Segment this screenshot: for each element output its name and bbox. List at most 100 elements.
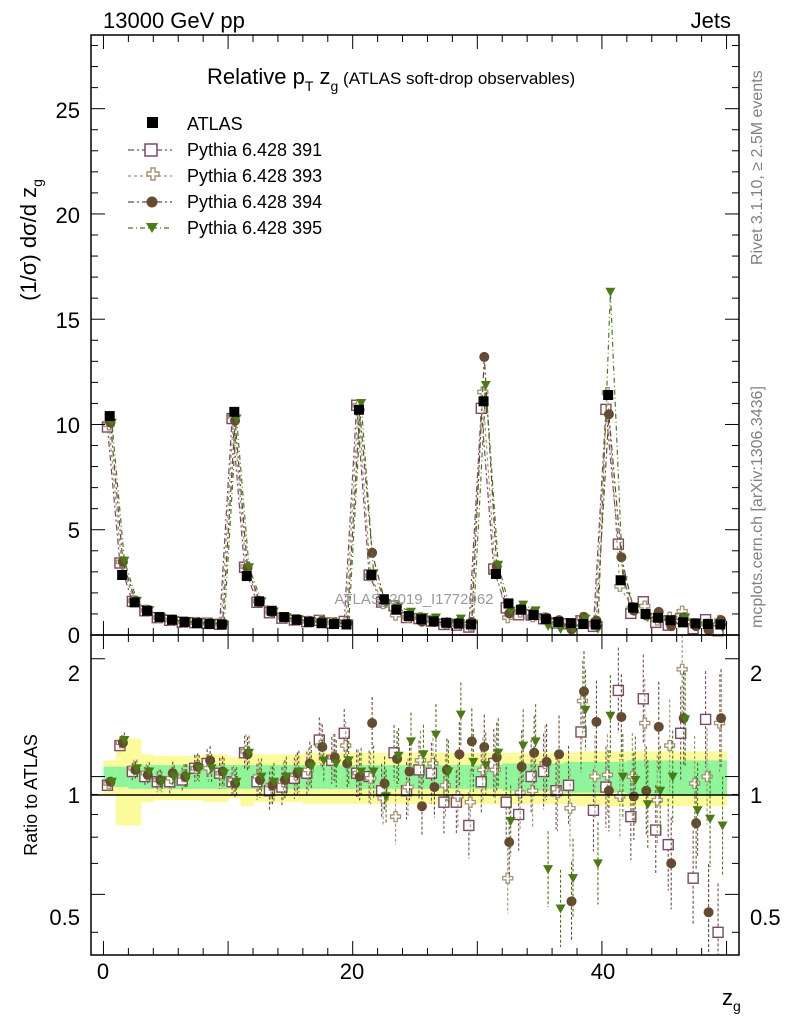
ratio-point-p394 [504,837,515,848]
main-point-p394 [603,409,614,420]
band-inner-bin [502,763,516,791]
ratio-point-p391 [475,776,487,788]
ratio-point-p395 [518,741,529,751]
atlas-point [154,612,165,623]
ratio-point-p391 [662,838,674,851]
ratio-point-p391 [699,713,712,726]
atlas-point [528,610,539,620]
ratio-point-p394 [529,747,540,758]
atlas-point [453,618,464,629]
ratio-point-p394 [653,721,664,732]
atlas-point [515,604,526,615]
ratio-point-p395 [430,730,441,740]
ratio-point-p395 [231,777,242,787]
ratio-point-p391 [587,804,600,816]
main-point-p391 [612,538,625,550]
y-tick-label: 10 [56,413,80,438]
x-axis-label: zg [722,985,741,1014]
ratio-point-p393 [564,802,576,814]
ratio-point-p393 [414,754,427,767]
main-point-p394 [616,552,627,563]
ratio-point-p391 [562,779,575,791]
ratio-point-p395 [156,777,167,787]
rivet-version-text: Rivet 3.1.10, ≥ 2.5M events [749,70,766,265]
mcplots-text: mcplots.cern.ch [arXiv:1306.3436] [749,386,766,628]
atlas-point [353,404,364,415]
ratio-point-p395 [505,816,516,826]
ratio-point-p393 [489,764,501,776]
band-inner-bin [714,760,728,795]
ratio-y-axis-label: Ratio to ATLAS [21,734,41,856]
ratio-point-p395 [468,757,479,767]
atlas-point [466,619,477,630]
ratio-tick-label-right: 1 [750,783,762,808]
ratio-point-p395 [169,772,180,782]
ratio-point-p395 [580,705,591,715]
band-inner-bin [115,766,129,788]
ratio-point-p394 [454,749,465,760]
atlas-point [341,619,352,630]
ratio-point-p395 [256,772,267,782]
atlas-point [266,605,277,616]
ratio-point-p391 [338,727,350,739]
atlas-point [316,618,327,629]
ratio-point-p395 [642,800,653,810]
atlas-point [590,619,601,630]
band-inner-bin [240,765,254,789]
main-point-p395 [505,606,516,616]
legend-marker-395 [146,223,158,233]
ratio-point-p395 [219,769,230,779]
band-inner-bin [452,765,466,789]
ratio-point-p395 [406,737,417,747]
main-point-p395 [605,287,616,297]
ratio-point-p395 [555,904,566,914]
ratio-point-p393 [439,779,452,791]
ratio-point-p394 [429,782,440,793]
ratio-point-p393 [601,769,614,781]
ratio-point-p393 [676,663,688,675]
atlas-point [241,571,252,582]
ratio-point-p395 [418,750,429,760]
atlas-point [191,618,202,629]
atlas-point [603,390,614,400]
atlas-point [702,619,713,630]
atlas-point [553,616,564,627]
ratio-point-p395 [331,759,342,769]
atlas-point [279,612,290,623]
ratio-point-p395 [206,764,217,774]
band-inner-bin [651,760,665,795]
atlas-point [229,406,240,417]
ratio-point-p393 [402,781,414,793]
atlas-point [715,619,726,630]
y-tick-label: 25 [56,98,80,123]
ratio-point-p395 [368,767,379,777]
ratio-point-p394 [591,716,602,727]
ratio-point-p395 [443,767,454,777]
ratio-point-p393 [364,772,377,784]
ratio-point-p394 [566,896,577,907]
ratio-point-p394 [367,718,378,729]
ratio-tick-label-right: 2 [750,661,762,686]
ratio-point-p395 [281,772,292,782]
header-right: Jets [691,8,731,33]
atlas-point [615,575,626,586]
ratio-point-p395 [455,710,466,720]
ratio-point-p395 [480,761,491,771]
ratio-point-p395 [194,764,205,774]
main-point-p394 [479,351,490,362]
ratio-point-p391 [612,684,625,697]
ratio-point-p394 [479,742,490,752]
tick-marks [91,35,739,955]
ratio-point-p394 [416,801,427,812]
atlas-point [403,611,414,622]
ratio-point-p394 [466,736,477,747]
ratio-point-p395 [306,762,317,772]
ratio-point-p394 [641,785,652,796]
legend-label: Pythia 6.428 393 [187,166,322,186]
ratio-point-p393 [340,739,352,752]
ratio-point-p391 [637,693,649,705]
atlas-point [254,596,265,607]
data-marks-layer [101,287,728,955]
ratio-point-p395 [119,736,130,746]
header-left: 13000 GeV pp [103,8,245,33]
